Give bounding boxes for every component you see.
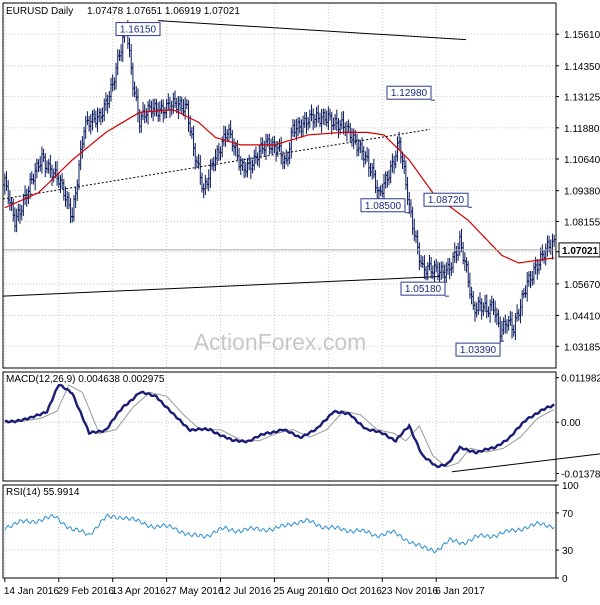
macd-y-tick-label: -0.013788 — [561, 470, 600, 481]
price-y-tick-label: 1.13125 — [564, 93, 600, 104]
price-annotation: 1.08500 — [360, 198, 409, 214]
x-tick-label: 12 Jul 2016 — [220, 586, 272, 597]
watermark: ActionForex.com — [194, 329, 367, 355]
price-annotation: 1.08720 — [423, 192, 472, 208]
price-y-tick-label: 1.15610 — [564, 30, 600, 41]
sma-line — [4, 109, 555, 264]
price-y-tick-label: 1.03185 — [564, 342, 600, 353]
x-tick-label: 13 Apr 2016 — [112, 586, 166, 597]
price-bar — [552, 234, 556, 247]
price-y-tick-label: 1.11880 — [564, 124, 600, 135]
macd-trendline — [451, 453, 600, 473]
annotation-box — [423, 192, 469, 207]
rsi-line — [4, 513, 555, 554]
annotation-label: 1.16150 — [120, 25, 157, 36]
x-tick-label: 29 Feb 2016 — [58, 586, 115, 597]
macd-line — [4, 383, 555, 469]
trendline — [157, 20, 467, 41]
x-tick-label: 27 May 2016 — [166, 586, 224, 597]
price-annotation: 1.16150 — [115, 20, 164, 37]
x-tick-label: 23 Nov 2016 — [381, 586, 438, 597]
macd-y-tick-label: 0.011982 — [561, 374, 600, 385]
price-annotation: 1.05180 — [400, 281, 449, 297]
rsi-y-tick-label: 70 — [562, 509, 574, 520]
x-tick-label: 14 Jan 2016 — [4, 586, 59, 597]
price-y-tick-label: 1.04410 — [564, 311, 600, 322]
rsi-frame — [2, 484, 557, 579]
x-tick-label: 6 Jan 2017 — [435, 586, 485, 597]
annotation-box — [455, 342, 501, 357]
annotation-label: 1.08500 — [365, 201, 402, 212]
ohlc-readout: 1.07478 1.07651 1.06919 1.07021 — [87, 6, 240, 17]
annotation-label: 1.03390 — [460, 345, 497, 356]
rsi-y-tick-label: 100 — [562, 481, 579, 492]
rsi-title: RSI(14) 55.9914 — [6, 487, 80, 498]
annotation-label: 1.12980 — [391, 88, 428, 99]
macd-frame — [2, 371, 557, 482]
x-tick-label: 10 Oct 2016 — [327, 586, 382, 597]
rsi-y-tick-label: 0 — [562, 574, 568, 585]
last-price-tag: 1.07021 — [558, 242, 600, 258]
price-chart-title: EURUSD Daily — [6, 6, 73, 17]
price-y-tick-label: 1.09380 — [564, 187, 600, 198]
rsi-y-tick-label: 30 — [562, 546, 574, 557]
last-price-box — [558, 242, 600, 258]
annotation-label: 1.05180 — [405, 284, 442, 295]
annotation-box — [400, 281, 446, 296]
price-y-tick-label: 1.10640 — [564, 155, 600, 166]
price-annotation: 1.03390 — [455, 340, 504, 357]
price-y-tick-label: 1.05670 — [564, 280, 600, 291]
annotation-box — [115, 22, 161, 37]
x-tick-label: 25 Aug 2016 — [273, 586, 330, 597]
price-y-tick-label: 1.14350 — [564, 62, 600, 73]
trendline — [2, 276, 441, 297]
annotation-box — [386, 85, 432, 100]
price-annotation: 1.12980 — [386, 85, 435, 101]
last-price-label: 1.07021 — [562, 246, 599, 257]
annotation-label: 1.08720 — [428, 195, 465, 206]
macd-y-tick-label: 0.00 — [561, 418, 581, 429]
annotation-box — [360, 198, 406, 213]
price-y-tick-label: 1.08155 — [564, 217, 600, 228]
price-frame — [2, 2, 557, 369]
macd-title: MACD(12,26,9) 0.004638 0.002975 — [6, 374, 165, 385]
macd-signal-line — [4, 384, 555, 468]
